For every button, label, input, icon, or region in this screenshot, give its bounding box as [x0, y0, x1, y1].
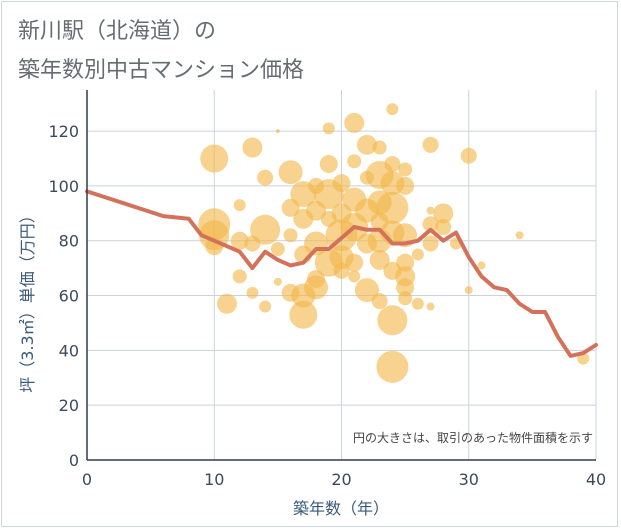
x-tick-label: 40: [586, 470, 606, 489]
data-bubble: [319, 155, 338, 173]
data-bubble: [433, 203, 454, 224]
data-bubble: [477, 261, 486, 270]
data-bubble: [270, 241, 285, 256]
data-bubble: [200, 144, 229, 173]
data-bubble: [333, 262, 350, 279]
data-bubble: [386, 103, 399, 116]
data-bubble: [250, 214, 281, 245]
data-bubble: [396, 253, 415, 272]
data-bubble: [384, 156, 401, 172]
data-bubble: [435, 219, 452, 236]
y-tick-label: 80: [59, 232, 79, 251]
data-bubble: [332, 174, 351, 193]
chart-title-line1: 新川駅（北海道）の: [18, 19, 217, 44]
data-bubble: [246, 286, 259, 299]
data-bubble: [398, 162, 413, 177]
trend-line-series: [85, 189, 598, 358]
y-tick-label: 40: [59, 341, 79, 360]
data-bubble: [426, 206, 435, 215]
data-bubble: [422, 235, 439, 252]
size-legend-note: 円の大きさは、取引のあった物件面積を示す: [353, 430, 593, 445]
data-bubble: [344, 112, 365, 133]
data-bubble: [376, 350, 409, 383]
data-bubble: [322, 122, 335, 135]
y-tick-label: 120: [48, 122, 79, 141]
data-bubble: [283, 228, 298, 243]
data-bubble: [278, 160, 303, 185]
chart-title-line2: 築年数別中古マンション価格: [18, 58, 305, 83]
data-bubble: [426, 302, 435, 311]
data-bubble: [304, 275, 329, 300]
data-bubble: [396, 278, 415, 297]
data-bubble: [411, 248, 424, 261]
axes: 0 20 40 60 80 100 120 0 10 20 30 40: [48, 90, 606, 489]
data-bubble: [347, 154, 362, 169]
data-bubble: [216, 293, 237, 314]
y-tick-label: 100: [48, 177, 79, 196]
data-bubble: [515, 231, 524, 240]
data-bubble: [372, 140, 387, 155]
x-tick-label: 0: [82, 470, 92, 489]
data-bubble: [460, 147, 477, 164]
data-bubble: [356, 134, 377, 155]
x-tick-label: 20: [331, 470, 351, 489]
data-bubble: [369, 249, 390, 270]
data-bubble: [377, 305, 408, 336]
data-bubble: [242, 137, 263, 158]
data-bubble: [257, 169, 274, 186]
y-tick-label: 60: [59, 287, 79, 306]
data-bubble: [348, 270, 361, 283]
data-bubble: [230, 231, 249, 250]
data-bubble: [422, 216, 439, 233]
data-bubble: [411, 297, 424, 310]
bubble-series: [198, 103, 590, 383]
data-bubble: [398, 291, 413, 306]
x-axis-label: 築年数（年）: [293, 499, 389, 518]
data-bubble: [275, 129, 280, 134]
data-bubble: [345, 253, 364, 272]
data-bubble: [396, 176, 415, 195]
data-bubble: [233, 199, 246, 212]
trend-line: [85, 189, 598, 358]
x-tick-label: 10: [204, 470, 224, 489]
x-tick-label: 30: [459, 470, 479, 489]
data-bubble: [289, 300, 318, 329]
y-tick-label: 0: [69, 451, 79, 470]
data-bubble: [259, 300, 272, 313]
data-bubble: [354, 278, 379, 303]
y-axis-label: 坪（3.3㎡）単価（万円）: [18, 207, 37, 392]
data-bubble: [232, 269, 247, 284]
data-bubble: [371, 293, 388, 310]
data-bubble: [422, 136, 439, 153]
y-tick-label: 20: [59, 396, 79, 415]
data-bubble: [464, 286, 473, 295]
data-bubble: [273, 277, 282, 286]
data-bubble: [376, 191, 409, 224]
